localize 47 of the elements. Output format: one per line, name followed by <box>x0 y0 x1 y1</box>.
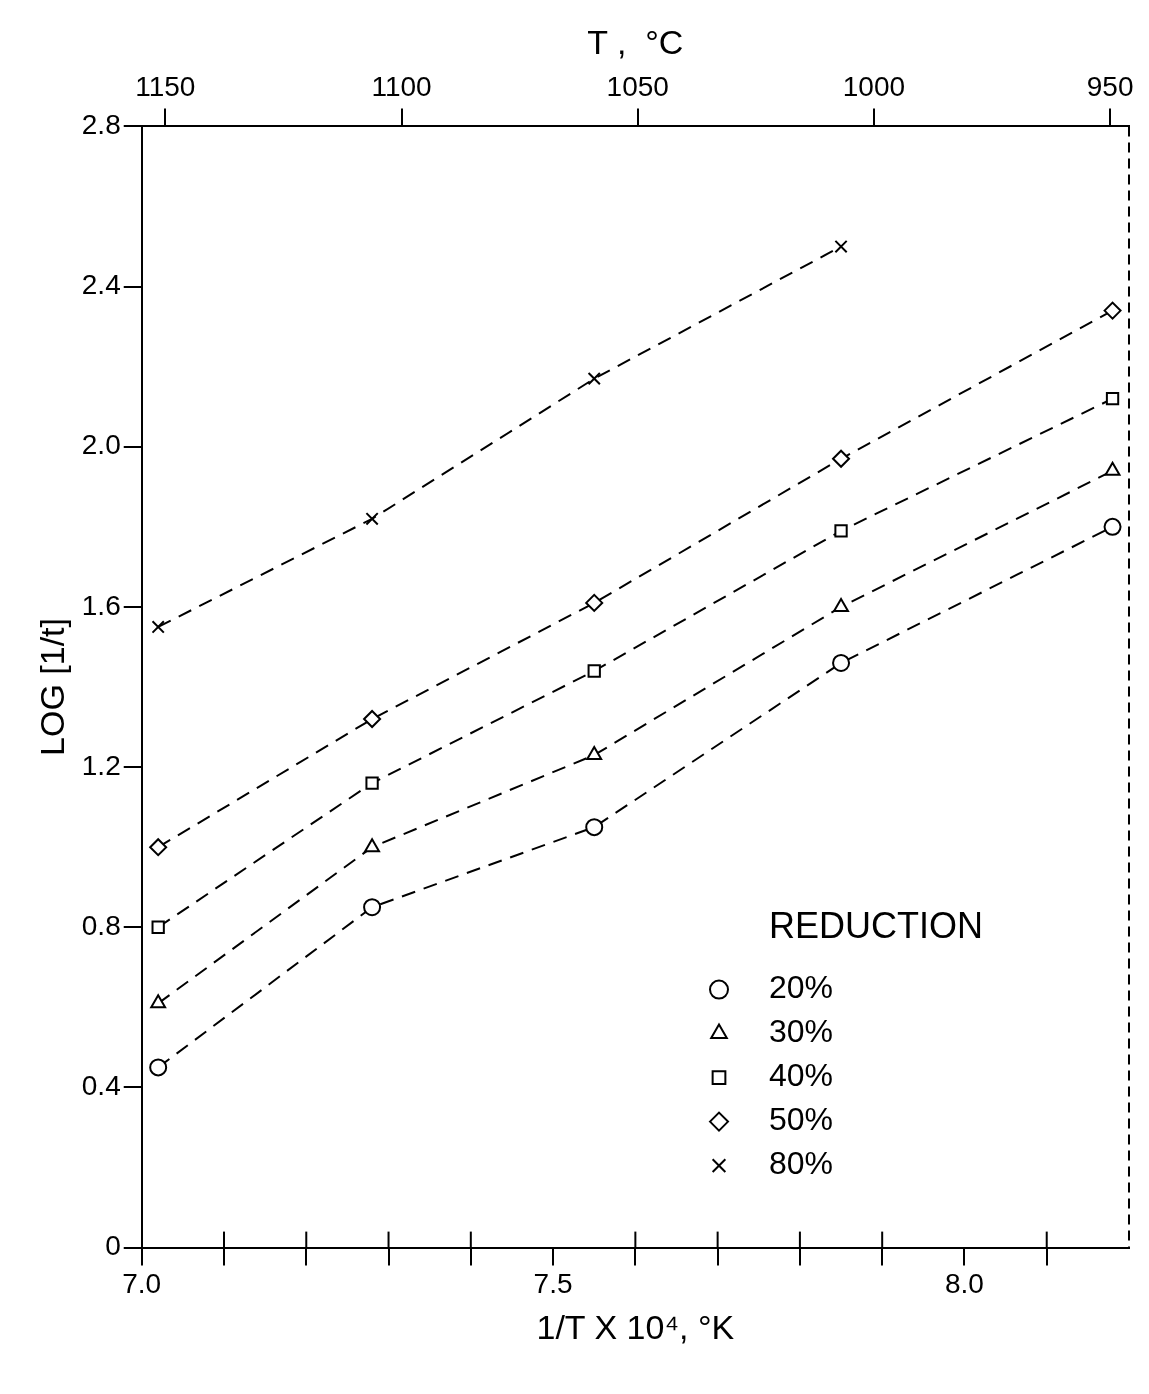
point <box>587 664 601 678</box>
y-tick-label: 2.8 <box>81 109 121 141</box>
y-tick-label: 1.6 <box>81 589 121 621</box>
point <box>363 898 382 917</box>
x2-tick-label: 1000 <box>842 71 906 103</box>
legend-title: REDUCTION <box>769 904 983 946</box>
point <box>585 593 604 612</box>
point <box>834 524 848 538</box>
point <box>150 994 167 1009</box>
x-tick-label: 8.0 <box>944 1268 984 1300</box>
y-tick-label: 0.4 <box>81 1070 121 1102</box>
x2-tick-label: 1100 <box>371 71 432 103</box>
x-axis-title: 1/T X 10⁴, °K <box>536 1307 735 1346</box>
point <box>585 818 604 837</box>
legend-label: 50% <box>769 1101 834 1138</box>
point <box>365 512 379 526</box>
point <box>363 710 382 729</box>
x-tick-label: 7.5 <box>533 1268 573 1300</box>
point <box>1103 301 1122 320</box>
point <box>832 653 851 672</box>
y-tick-label: 0.8 <box>81 909 121 941</box>
x-tick-label: 7.0 <box>122 1268 162 1300</box>
y-tick-label: 1.2 <box>81 749 121 781</box>
legend-label: 40% <box>769 1057 834 1094</box>
x2-tick-label: 950 <box>1086 71 1134 103</box>
point <box>1105 392 1120 406</box>
point <box>149 838 168 857</box>
legend-label: 80% <box>769 1145 834 1182</box>
y-tick-label: 0 <box>105 1230 121 1262</box>
x2-axis-title: T , °C <box>587 22 684 61</box>
point <box>832 449 851 468</box>
point <box>151 620 165 634</box>
legend-label: 20% <box>769 969 834 1006</box>
point <box>149 1058 168 1077</box>
y-tick-label: 2.0 <box>81 429 121 461</box>
point <box>364 838 381 853</box>
y-axis-title: LOG [1/t] <box>32 618 71 756</box>
legend-label: 30% <box>769 1013 834 1050</box>
point <box>1103 517 1122 536</box>
point <box>586 746 603 761</box>
point <box>151 920 165 934</box>
point <box>365 776 379 790</box>
x2-tick-label: 1150 <box>135 71 196 103</box>
x2-tick-label: 1050 <box>606 71 669 103</box>
y-tick-label: 2.4 <box>81 269 121 301</box>
point <box>834 239 848 254</box>
point <box>587 372 601 386</box>
